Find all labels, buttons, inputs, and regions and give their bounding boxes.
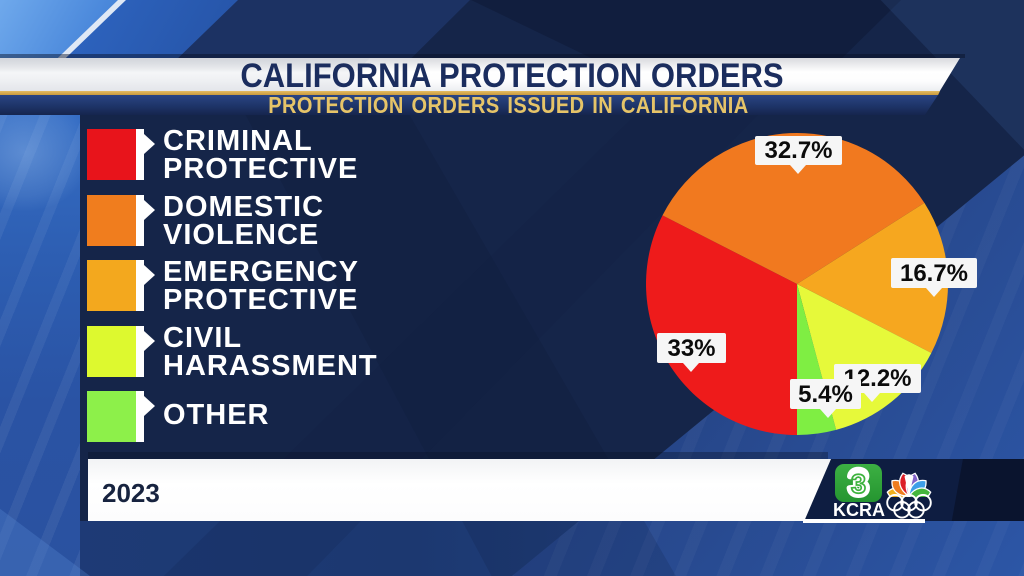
svg-text:3: 3 [851, 469, 866, 499]
svg-text:3: 3 [848, 464, 868, 502]
